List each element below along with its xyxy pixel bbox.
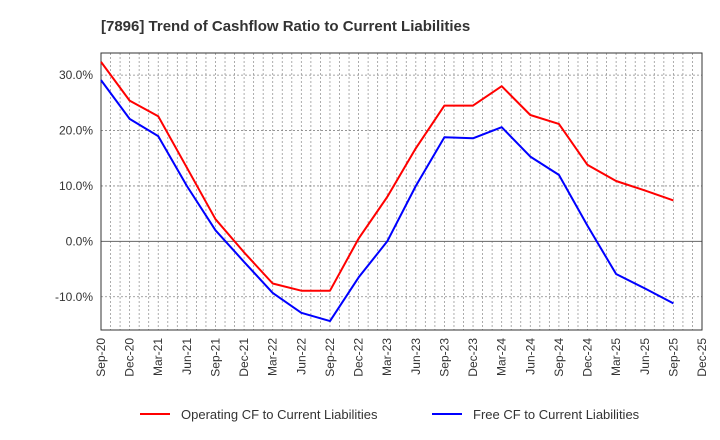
x-axis-ticks: Sep-20 Dec-20 Mar-21 Jun-21 Sep-21 Dec-21 Mar-…	[94, 338, 709, 377]
x-tick-label: Jun-24	[523, 338, 537, 375]
legend-label-operating-cf: Operating CF to Current Liabilities	[181, 407, 378, 422]
x-tick-label: Sep-21	[208, 338, 222, 377]
y-tick-label: -10.0%	[55, 290, 93, 304]
plot-area-frame	[100, 52, 703, 331]
series-line-operating-cf	[100, 61, 674, 292]
chart-title: [7896] Trend of Cashflow Ratio to Curren…	[101, 18, 470, 35]
x-tick-label: Jun-23	[409, 338, 423, 375]
x-tick-label: Mar-21	[151, 338, 165, 376]
x-tick-label: Dec-24	[581, 338, 595, 377]
x-tick-label: Sep-24	[552, 338, 566, 377]
x-tick-label: Mar-23	[380, 338, 394, 376]
x-tick-label: Dec-25	[695, 338, 709, 377]
y-tick-label: 30.0%	[59, 68, 93, 82]
x-tick-label: Jun-22	[294, 338, 308, 375]
x-tick-label: Dec-21	[237, 338, 251, 377]
y-axis-ticks: -10.0% 0.0% 10.0% 20.0% 30.0%	[55, 68, 93, 304]
x-tick-label: Mar-25	[609, 338, 623, 376]
x-tick-label: Jun-25	[638, 338, 652, 375]
y-tick-label: 20.0%	[59, 124, 93, 138]
y-tick-label: 10.0%	[59, 179, 93, 193]
y-tick-label: 0.0%	[66, 234, 94, 248]
x-tick-label: Sep-23	[437, 338, 451, 377]
x-tick-label: Jun-21	[180, 338, 194, 375]
x-tick-label: Dec-20	[123, 338, 137, 377]
series-lines	[100, 61, 674, 323]
x-tick-label: Dec-23	[466, 338, 480, 377]
x-tick-label: Dec-22	[352, 338, 366, 377]
major-gridlines	[101, 74, 702, 298]
series-line-free-cf	[100, 79, 674, 323]
x-tick-label: Sep-20	[94, 338, 108, 377]
x-tick-label: Mar-24	[495, 338, 509, 376]
x-tick-label: Mar-22	[266, 338, 280, 376]
legend: Operating CF to Current Liabilities Free…	[140, 407, 640, 422]
x-tick-label: Sep-22	[323, 338, 337, 377]
x-tick-label: Sep-25	[666, 338, 680, 377]
minor-gridlines	[110, 53, 693, 330]
legend-label-free-cf: Free CF to Current Liabilities	[473, 407, 640, 422]
